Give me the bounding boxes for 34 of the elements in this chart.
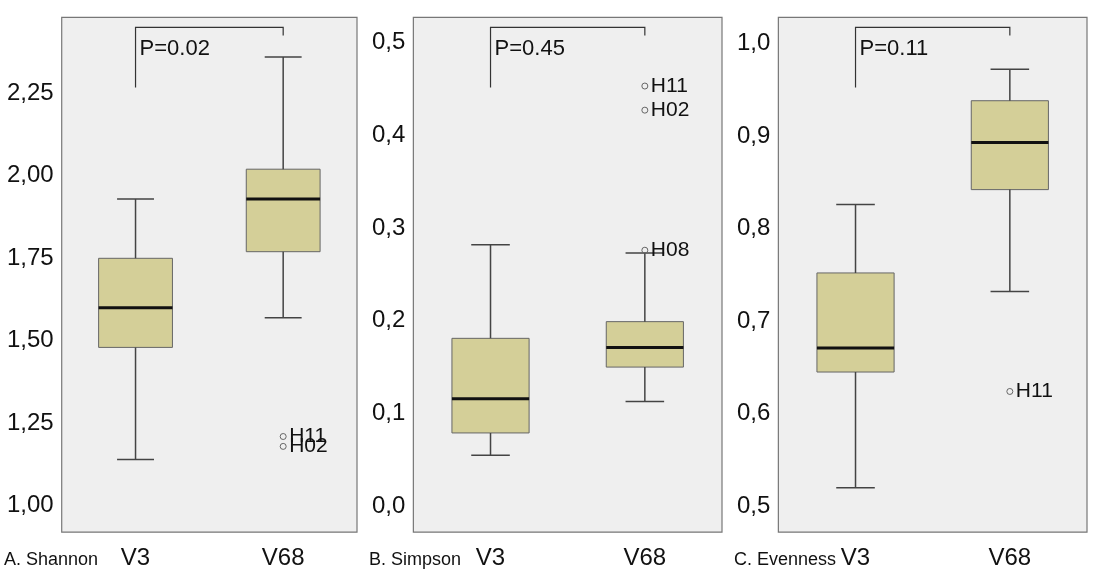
y-tick-label: 2,00 xyxy=(6,160,54,188)
x-tick-label: V68 xyxy=(623,543,667,571)
y-tick-label: 0,0 xyxy=(371,490,406,518)
y-tick-label: 0,7 xyxy=(736,305,771,333)
x-tick-label: V3 xyxy=(475,543,506,571)
annotation: H11 xyxy=(1015,378,1053,402)
y-tick-label: 1,50 xyxy=(6,325,54,353)
y-tick-label: 0,3 xyxy=(371,212,406,240)
annotation: P=0.45 xyxy=(494,35,565,61)
x-tick-label: V3 xyxy=(120,543,151,571)
annotation: H11 xyxy=(650,72,688,96)
y-tick-label: 0,8 xyxy=(736,213,771,241)
y-tick-label: 0,5 xyxy=(371,27,406,55)
annotation: H02 xyxy=(650,96,690,120)
y-tick-label: 1,00 xyxy=(6,490,54,518)
x-tick-label: V3 xyxy=(840,543,871,571)
y-tick-label: 0,6 xyxy=(736,398,771,426)
y-tick-label: 0,2 xyxy=(371,305,406,333)
y-tick-label: 1,75 xyxy=(6,242,54,270)
annotation: P=0.11 xyxy=(859,35,929,61)
x-tick-label: V68 xyxy=(988,543,1032,571)
y-tick-label: 0,5 xyxy=(736,490,771,518)
annotation: H08 xyxy=(650,237,690,261)
x-axis-title: C. Evenness xyxy=(734,549,837,570)
x-tick-label: V68 xyxy=(261,543,305,571)
annotation: P=0.02 xyxy=(139,35,210,61)
y-tick-label: 1,0 xyxy=(736,27,771,55)
x-axis-title: B. Simpson xyxy=(369,549,462,570)
y-tick-label: 1,25 xyxy=(6,407,54,435)
y-tick-label: 0,1 xyxy=(371,398,406,426)
y-tick-label: 2,25 xyxy=(6,77,54,105)
x-axis-title: A. Shannon xyxy=(4,549,99,570)
y-tick-label: 0,4 xyxy=(371,119,406,147)
y-tick-label: 0,9 xyxy=(736,120,771,148)
